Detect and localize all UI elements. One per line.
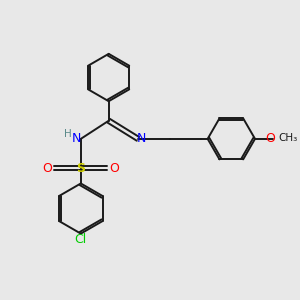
Text: CH₃: CH₃ [278, 133, 297, 143]
Text: O: O [42, 162, 52, 175]
Text: H: H [64, 129, 72, 139]
Text: Cl: Cl [75, 233, 87, 246]
Text: O: O [265, 132, 274, 145]
Text: N: N [72, 132, 81, 146]
Text: N: N [136, 132, 146, 146]
Text: O: O [109, 162, 119, 175]
Text: S: S [76, 162, 85, 175]
